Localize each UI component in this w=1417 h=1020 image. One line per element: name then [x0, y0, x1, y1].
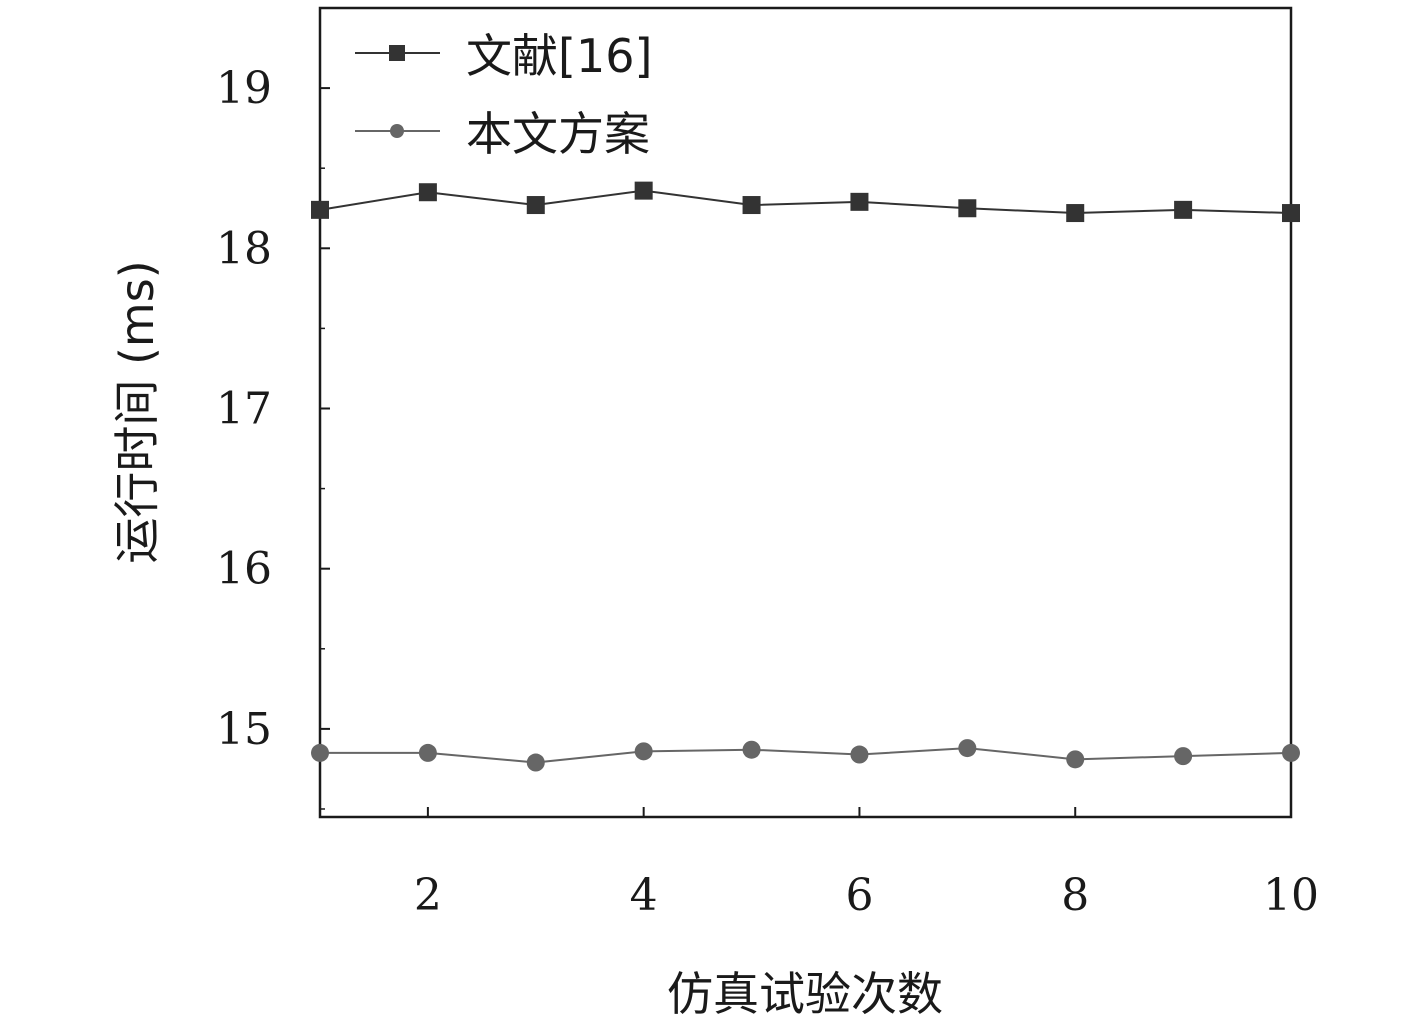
data-point-circle	[958, 739, 977, 758]
y-tick-label: 16	[216, 544, 272, 595]
data-point-square	[526, 196, 545, 215]
data-point-circle	[742, 740, 761, 759]
legend: 文献[16] 本文方案	[355, 29, 652, 161]
y-tick-label: 19	[216, 63, 272, 114]
series-line-2	[320, 747, 1292, 764]
legend-label-series-1: 文献[16]	[466, 29, 652, 83]
x-axis-title: 仿真试验次数	[667, 967, 943, 1020]
y-tick-label: 18	[216, 223, 272, 274]
legend-marker-circle	[390, 124, 404, 138]
data-point-circle	[850, 745, 869, 764]
x-axis-ticks: 2 4 6 8 10	[414, 807, 1319, 921]
x-tick-label: 10	[1263, 870, 1319, 921]
data-point-square	[634, 181, 653, 200]
x-tick-label: 6	[845, 870, 873, 921]
x-tick-label: 2	[414, 870, 442, 921]
data-point-circle	[1282, 743, 1300, 762]
data-point-square	[1282, 204, 1300, 223]
series-layer	[311, 181, 1300, 772]
y-axis-ticks: 15 16 17 18 19	[216, 63, 330, 755]
data-point-circle	[526, 753, 545, 772]
data-point-square	[311, 200, 329, 219]
data-point-square	[1066, 204, 1085, 223]
data-point-circle	[418, 743, 437, 762]
data-point-square	[418, 183, 437, 202]
data-point-square	[1174, 200, 1193, 219]
y-tick-label: 15	[216, 704, 272, 755]
x-tick-label: 8	[1061, 870, 1089, 921]
series-line-1	[319, 189, 1292, 215]
data-point-square	[742, 196, 761, 215]
y-tick-label: 17	[216, 383, 272, 434]
data-point-circle	[1066, 750, 1085, 769]
x-tick-label: 4	[630, 870, 658, 921]
legend-marker-square	[389, 45, 405, 61]
legend-label-series-2: 本文方案	[466, 107, 650, 161]
data-point-circle	[634, 742, 653, 761]
data-point-square	[850, 192, 869, 211]
plot-frame	[318, 6, 1293, 819]
data-point-circle	[311, 743, 329, 762]
data-point-square	[958, 199, 977, 218]
data-point-circle	[1174, 747, 1193, 766]
y-minor-ticks	[320, 7, 325, 810]
y-axis-title: 运行时间 (ms)	[110, 260, 164, 563]
